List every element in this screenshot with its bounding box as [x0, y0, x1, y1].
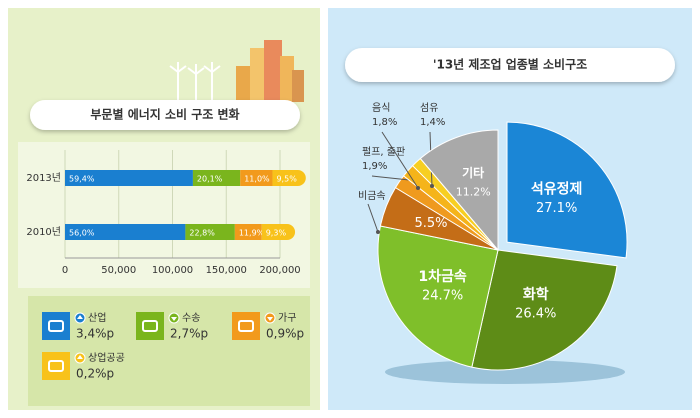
pie-shadow [385, 360, 625, 384]
leader-dot [430, 184, 434, 188]
bar-label: 56,0% [69, 229, 95, 238]
decoration [169, 62, 221, 102]
slice-value: 1,8% [372, 117, 397, 128]
slice-value: 1,9% [362, 161, 387, 172]
plot-area [18, 142, 310, 288]
bar-label: 9,3% [266, 229, 287, 238]
slice-value: 24.7% [422, 288, 463, 303]
pie-slice [377, 225, 499, 368]
bar-segment [234, 224, 262, 240]
slice-name: 펄프, 출판 [362, 146, 405, 158]
slice-name: 석유정제 [531, 181, 583, 198]
leader-dot [376, 230, 380, 234]
bar-segment [65, 170, 193, 186]
slice-name: 음식 [372, 102, 390, 114]
category-label: 2010년 [26, 226, 61, 238]
slice-value: 5.5% [414, 216, 447, 231]
bar-label: 9,5% [276, 175, 297, 184]
legend-box [28, 296, 310, 406]
legend-name: 상업공공 [88, 351, 125, 364]
legend-icon [136, 312, 164, 340]
trend-arrow-glyph [77, 315, 83, 319]
bar-segment [192, 170, 241, 186]
slice-value: 11.2% [456, 185, 491, 198]
pie-slice [506, 121, 628, 259]
leader-dot [416, 186, 420, 190]
trend-arrow-glyph [77, 355, 83, 359]
bar-segment [185, 224, 235, 240]
leader-line [367, 203, 379, 233]
bar-segment [65, 224, 186, 240]
legend-icon [42, 352, 70, 380]
x-tick-label: 50,000 [101, 265, 136, 276]
slice-value: 1,4% [420, 117, 445, 128]
x-tick-label: 0 [62, 265, 68, 276]
bar-label: 22,8% [189, 229, 215, 238]
legend-icon-glyph [48, 360, 64, 372]
buildings [236, 40, 304, 102]
legend-icon [42, 312, 70, 340]
legend-change: 2,7%p [170, 327, 208, 341]
bar-segment [261, 224, 296, 240]
x-tick-label: 200,000 [259, 265, 300, 276]
legend-change: 0,9%p [266, 327, 304, 341]
legend-icon-glyph [142, 320, 158, 332]
slice-name: 기타 [462, 165, 484, 180]
legend-icon [232, 312, 260, 340]
bar-label: 20,1% [197, 175, 223, 184]
bar-label: 11,9% [239, 229, 265, 238]
slice-name: 섬유 [420, 102, 438, 114]
title-pill [345, 48, 675, 82]
legend-icon-glyph [238, 320, 254, 332]
pie-slice [471, 249, 618, 371]
legend-change: 0,2%p [76, 367, 114, 381]
trend-arrow-glyph [171, 317, 177, 321]
trend-arrow-glyph [267, 317, 273, 321]
category-label: 2013년 [26, 172, 61, 184]
legend-name: 산업 [88, 311, 106, 324]
slice-name: 화학 [523, 287, 549, 303]
leader-line [381, 131, 419, 189]
bar-label: 59,4% [69, 175, 95, 184]
legend-name: 수송 [182, 312, 200, 324]
pie-title: '13년 제조업 업종별 소비구조 [433, 57, 587, 72]
slice-name: 1차금속 [418, 269, 467, 285]
slice-value: 26.4% [515, 307, 556, 322]
legend-icon-glyph [48, 320, 64, 332]
slice-name: 비금속 [358, 190, 386, 202]
bar-segment [272, 170, 306, 186]
slice-value: 27.1% [536, 201, 577, 216]
bar-label: 11,0% [244, 175, 270, 184]
legend-change: 3,4%p [76, 327, 114, 341]
legend-name: 가구 [278, 312, 296, 324]
bar-segment [240, 170, 273, 186]
title-pill [30, 100, 300, 130]
bar-title: 부문별 에너지 소비 구조 변화 [90, 107, 239, 122]
pie-slice [419, 129, 499, 252]
x-tick-label: 150,000 [206, 265, 247, 276]
x-tick-label: 100,000 [152, 265, 193, 276]
